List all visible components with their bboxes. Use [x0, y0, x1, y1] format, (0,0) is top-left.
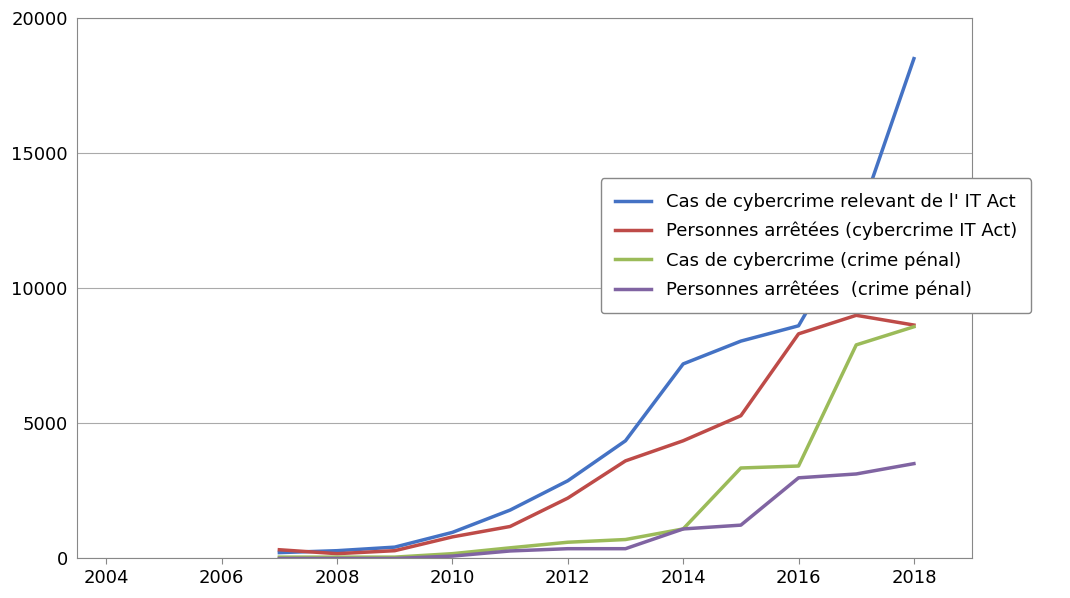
Legend: Cas de cybercrime relevant de l' IT Act, Personnes arrêtées (cybercrime IT Act),: Cas de cybercrime relevant de l' IT Act,…	[600, 178, 1031, 313]
Cas de cybercrime relevant de l' IT Act	[620, 437, 632, 444]
Cas de cybercrime (crime pénal)	[562, 539, 575, 546]
Personnes arrêtées (cybercrime IT Act)	[273, 546, 286, 553]
Cas de cybercrime (crime pénal)	[331, 554, 343, 561]
Cas de cybercrime (crime pénal)	[734, 465, 747, 472]
Line: Personnes arrêtées (cybercrime IT Act): Personnes arrêtées (cybercrime IT Act)	[279, 315, 914, 554]
Personnes arrêtées  (crime pénal)	[907, 460, 920, 467]
Cas de cybercrime (crime pénal)	[792, 462, 805, 469]
Personnes arrêtées  (crime pénal)	[734, 521, 747, 529]
Personnes arrêtées (cybercrime IT Act)	[907, 322, 920, 329]
Personnes arrêtées  (crime pénal)	[676, 526, 689, 533]
Cas de cybercrime relevant de l' IT Act	[792, 322, 805, 329]
Personnes arrêtées (cybercrime IT Act)	[792, 330, 805, 337]
Personnes arrêtées  (crime pénal)	[620, 545, 632, 553]
Cas de cybercrime relevant de l' IT Act	[388, 544, 401, 551]
Personnes arrêtées  (crime pénal)	[446, 553, 459, 560]
Personnes arrêtées (cybercrime IT Act)	[734, 412, 747, 419]
Personnes arrêtées (cybercrime IT Act)	[562, 495, 575, 502]
Personnes arrêtées (cybercrime IT Act)	[504, 523, 517, 530]
Personnes arrêtées (cybercrime IT Act)	[388, 547, 401, 554]
Personnes arrêtées  (crime pénal)	[273, 555, 286, 562]
Cas de cybercrime (crime pénal)	[273, 554, 286, 561]
Personnes arrêtées  (crime pénal)	[331, 555, 343, 562]
Personnes arrêtées (cybercrime IT Act)	[331, 550, 343, 557]
Personnes arrêtées  (crime pénal)	[562, 545, 575, 553]
Personnes arrêtées (cybercrime IT Act)	[676, 437, 689, 444]
Cas de cybercrime relevant de l' IT Act	[446, 529, 459, 536]
Cas de cybercrime relevant de l' IT Act	[850, 222, 862, 229]
Cas de cybercrime relevant de l' IT Act	[331, 547, 343, 554]
Cas de cybercrime relevant de l' IT Act	[504, 507, 517, 514]
Cas de cybercrime relevant de l' IT Act	[734, 337, 747, 344]
Cas de cybercrime relevant de l' IT Act	[907, 55, 920, 62]
Personnes arrêtées (cybercrime IT Act)	[446, 533, 459, 541]
Personnes arrêtées (cybercrime IT Act)	[620, 457, 632, 465]
Cas de cybercrime relevant de l' IT Act	[676, 361, 689, 368]
Cas de cybercrime (crime pénal)	[388, 554, 401, 561]
Cas de cybercrime (crime pénal)	[504, 544, 517, 551]
Personnes arrêtées (cybercrime IT Act)	[850, 312, 862, 319]
Line: Cas de cybercrime (crime pénal): Cas de cybercrime (crime pénal)	[279, 327, 914, 557]
Cas de cybercrime (crime pénal)	[620, 536, 632, 543]
Line: Cas de cybercrime relevant de l' IT Act: Cas de cybercrime relevant de l' IT Act	[279, 59, 914, 553]
Personnes arrêtées  (crime pénal)	[850, 471, 862, 478]
Cas de cybercrime (crime pénal)	[676, 526, 689, 533]
Cas de cybercrime relevant de l' IT Act	[273, 549, 286, 556]
Personnes arrêtées  (crime pénal)	[504, 547, 517, 554]
Cas de cybercrime (crime pénal)	[446, 550, 459, 557]
Personnes arrêtées  (crime pénal)	[388, 555, 401, 562]
Cas de cybercrime (crime pénal)	[907, 323, 920, 330]
Personnes arrêtées  (crime pénal)	[792, 474, 805, 481]
Cas de cybercrime (crime pénal)	[850, 341, 862, 349]
Line: Personnes arrêtées  (crime pénal): Personnes arrêtées (crime pénal)	[279, 463, 914, 559]
Cas de cybercrime relevant de l' IT Act	[562, 477, 575, 484]
